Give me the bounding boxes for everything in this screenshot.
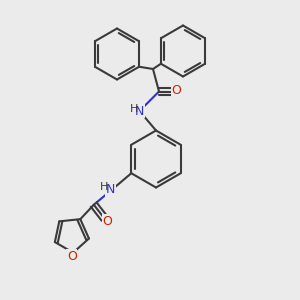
Text: O: O bbox=[67, 250, 76, 263]
Text: O: O bbox=[102, 215, 112, 228]
Text: N: N bbox=[106, 183, 115, 196]
Text: H: H bbox=[130, 103, 138, 114]
Text: N: N bbox=[135, 104, 144, 118]
Text: H: H bbox=[100, 182, 108, 192]
Text: O: O bbox=[171, 83, 181, 97]
